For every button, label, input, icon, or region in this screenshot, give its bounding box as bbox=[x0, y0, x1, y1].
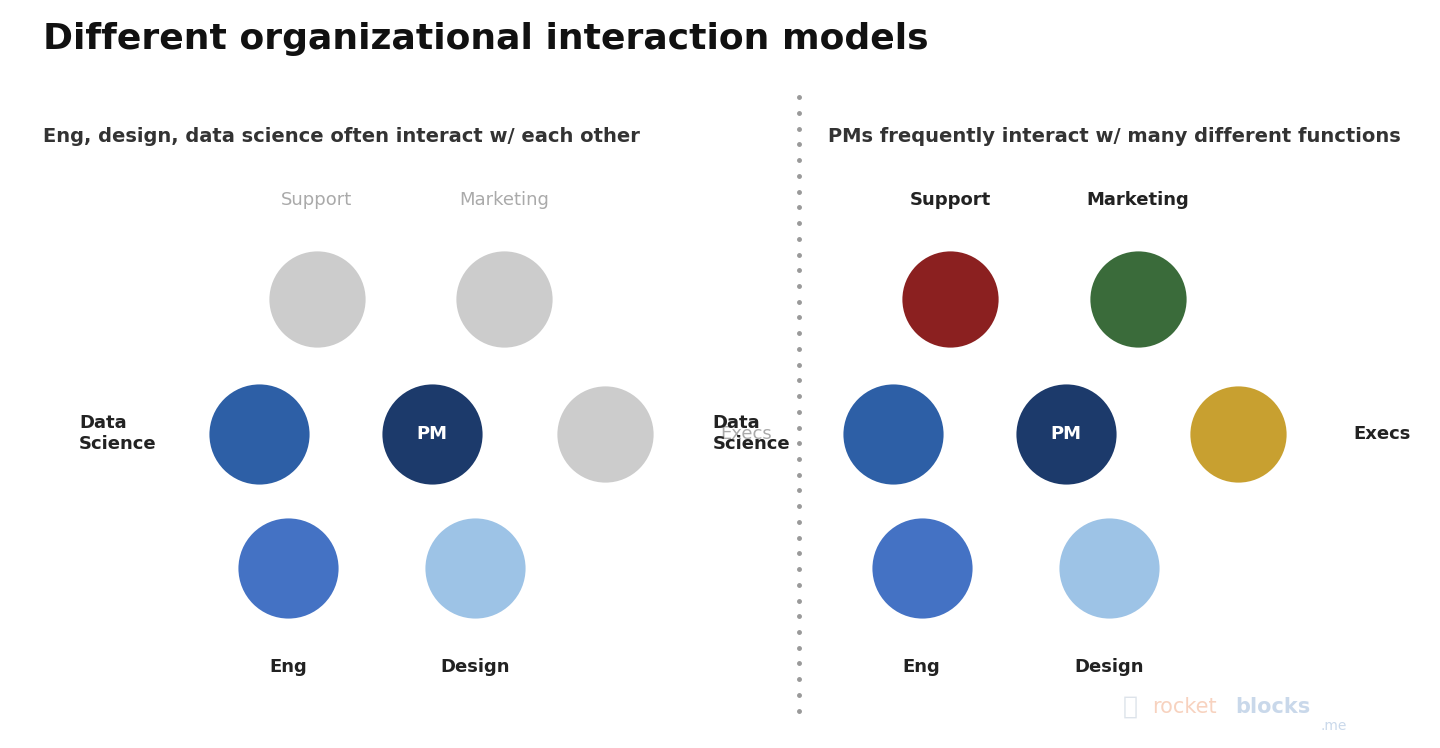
Text: Support: Support bbox=[910, 191, 991, 209]
Point bbox=[593, 428, 616, 440]
Text: Eng: Eng bbox=[903, 658, 940, 676]
Text: Different organizational interaction models: Different organizational interaction mod… bbox=[43, 22, 929, 56]
Text: Design: Design bbox=[441, 658, 510, 676]
Text: Marketing: Marketing bbox=[1086, 191, 1189, 209]
Point bbox=[492, 293, 516, 305]
Point bbox=[881, 428, 904, 440]
Point bbox=[1097, 562, 1120, 574]
Point bbox=[1126, 293, 1149, 305]
Text: Support: Support bbox=[281, 191, 353, 209]
Text: Eng, design, data science often interact w/ each other: Eng, design, data science often interact… bbox=[43, 127, 639, 146]
Point bbox=[464, 562, 487, 574]
Text: Data
Science: Data Science bbox=[79, 414, 157, 453]
Text: 🚀: 🚀 bbox=[1123, 695, 1138, 719]
Text: Execs: Execs bbox=[1354, 425, 1411, 443]
Text: PM: PM bbox=[416, 425, 448, 443]
Text: Marketing: Marketing bbox=[459, 191, 549, 209]
Point bbox=[910, 562, 933, 574]
Text: Eng: Eng bbox=[269, 658, 307, 676]
Text: blocks: blocks bbox=[1236, 697, 1310, 717]
Point bbox=[276, 562, 300, 574]
Text: PM: PM bbox=[1050, 425, 1081, 443]
Point bbox=[420, 428, 444, 440]
Text: Execs: Execs bbox=[720, 425, 772, 443]
Text: Data
Science: Data Science bbox=[713, 414, 791, 453]
Text: PMs frequently interact w/ many different functions: PMs frequently interact w/ many differen… bbox=[828, 127, 1401, 146]
Text: .me: .me bbox=[1320, 719, 1346, 732]
Text: rocket: rocket bbox=[1152, 697, 1217, 717]
Point bbox=[939, 293, 962, 305]
Text: Design: Design bbox=[1074, 658, 1143, 676]
Point bbox=[1227, 428, 1250, 440]
Point bbox=[1054, 428, 1077, 440]
Point bbox=[305, 293, 328, 305]
Point bbox=[248, 428, 271, 440]
